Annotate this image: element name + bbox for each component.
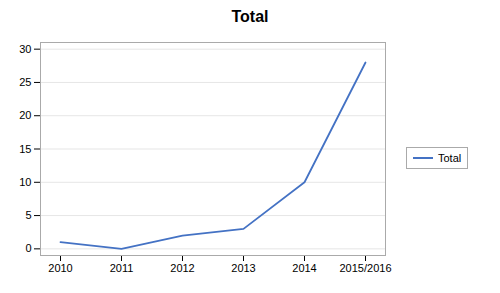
svg-text:10: 10: [19, 176, 31, 188]
svg-text:2013: 2013: [231, 262, 255, 274]
svg-text:15: 15: [19, 143, 31, 155]
svg-text:2010: 2010: [48, 262, 72, 274]
svg-text:20: 20: [19, 109, 31, 121]
svg-text:2011: 2011: [110, 262, 134, 274]
html-text:Total: Total: [231, 8, 269, 25]
svg-text:5: 5: [25, 209, 31, 221]
svg-text:2014: 2014: [292, 262, 316, 274]
svg-text:0: 0: [25, 242, 31, 254]
svg-text:2012: 2012: [170, 262, 194, 274]
svg-text:30: 30: [19, 43, 31, 55]
svg-text:25: 25: [19, 76, 31, 88]
svg-text:2015/2016: 2015/2016: [340, 262, 392, 274]
html-text:Total: Total: [438, 151, 462, 164]
